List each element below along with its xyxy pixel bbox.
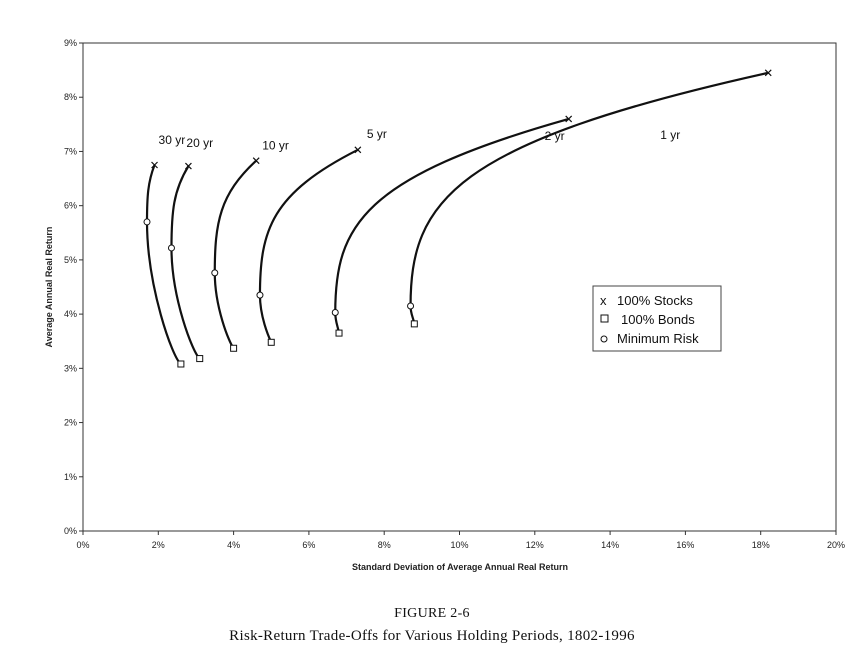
period-label-5yr: 5 yr	[367, 127, 387, 141]
minrisk-marker-30yr	[143, 218, 151, 226]
stocks-marker-10yr	[252, 157, 260, 165]
curve-5yr	[258, 148, 359, 343]
curve-10yr	[213, 159, 257, 349]
legend-stocks-icon: x	[600, 293, 607, 308]
figure-number: FIGURE 2-6	[394, 606, 470, 621]
x-tick-label: 0%	[76, 540, 89, 550]
period-label-20yr: 20 yr	[186, 136, 213, 150]
period-label-10yr: 10 yr	[262, 139, 289, 153]
legend-bonds-label: 100% Bonds	[621, 312, 695, 327]
x-tick-label: 2%	[152, 540, 165, 550]
stocks-marker-20yr	[184, 162, 192, 170]
x-tick-label: 16%	[676, 540, 694, 550]
x-tick-label: 4%	[227, 540, 240, 550]
curve-30yr	[145, 164, 182, 365]
period-label-30yr: 30 yr	[159, 133, 186, 147]
y-tick-label: 3%	[64, 363, 77, 373]
y-tick-label: 0%	[64, 526, 77, 536]
bonds-marker-10yr	[230, 344, 238, 352]
minrisk-marker-2yr	[331, 308, 339, 316]
x-tick-label: 6%	[302, 540, 315, 550]
x-tick-label: 18%	[752, 540, 770, 550]
risk-return-chart: 0% 2% 4% 6% 8% 10% 12% 14% 16% 18% 20% 0% 1% 2% 3% 4% 5%…	[44, 38, 845, 572]
x-tick-label: 10%	[450, 540, 468, 550]
y-tick-label: 1%	[64, 472, 77, 482]
period-label-2yr: 2 yr	[545, 129, 565, 143]
x-axis-title: Standard Deviation of Average Annual Rea…	[352, 562, 568, 572]
legend: x 100% Stocks 100% Bonds Minimum Risk	[592, 285, 722, 352]
plot-area	[82, 42, 837, 532]
curve-2yr	[334, 117, 569, 334]
stocks-marker-2yr	[565, 115, 573, 123]
minrisk-marker-5yr	[256, 291, 264, 299]
x-tick-label: 12%	[526, 540, 544, 550]
bonds-marker-20yr	[196, 355, 204, 363]
frontier-curves	[145, 71, 769, 365]
stocks-marker-5yr	[354, 146, 362, 154]
minrisk-marker-1yr	[407, 302, 415, 310]
period-label-1yr: 1 yr	[660, 128, 680, 142]
y-tick-label: 4%	[64, 309, 77, 319]
stocks-marker-1yr	[764, 69, 772, 77]
curve-20yr	[170, 165, 201, 360]
y-tick-label: 2%	[64, 418, 77, 428]
y-tick-label: 7%	[64, 146, 77, 156]
legend-minrisk-icon	[600, 335, 608, 343]
legend-bonds-icon	[600, 314, 609, 323]
y-axis-title: Average Annual Real Return	[44, 227, 54, 348]
stocks-marker-30yr	[151, 161, 158, 169]
curve-1yr	[409, 71, 769, 325]
legend-stocks-label: 100% Stocks	[617, 293, 693, 308]
bonds-marker-30yr	[177, 360, 185, 368]
x-tick-label: 14%	[601, 540, 619, 550]
y-tick-label: 6%	[64, 201, 77, 211]
x-tick-label: 20%	[827, 540, 845, 550]
legend-box	[592, 285, 722, 352]
figure-title: Risk-Return Trade-Offs for Various Holdi…	[229, 628, 635, 644]
bonds-marker-5yr	[267, 338, 275, 346]
bonds-marker-2yr	[335, 329, 343, 337]
point-markers	[143, 69, 772, 368]
bonds-marker-1yr	[410, 320, 418, 328]
x-tick-label: 8%	[378, 540, 391, 550]
legend-minrisk-label: Minimum Risk	[617, 331, 699, 346]
y-tick-label: 5%	[64, 255, 77, 265]
axis-ticks: 0% 2% 4% 6% 8% 10% 12% 14% 16% 18% 20% 0% 1% 2% 3% 4% 5%…	[64, 38, 845, 550]
y-tick-label: 9%	[64, 38, 77, 48]
minrisk-marker-20yr	[167, 244, 175, 252]
minrisk-marker-10yr	[211, 269, 219, 277]
y-tick-label: 8%	[64, 92, 77, 102]
